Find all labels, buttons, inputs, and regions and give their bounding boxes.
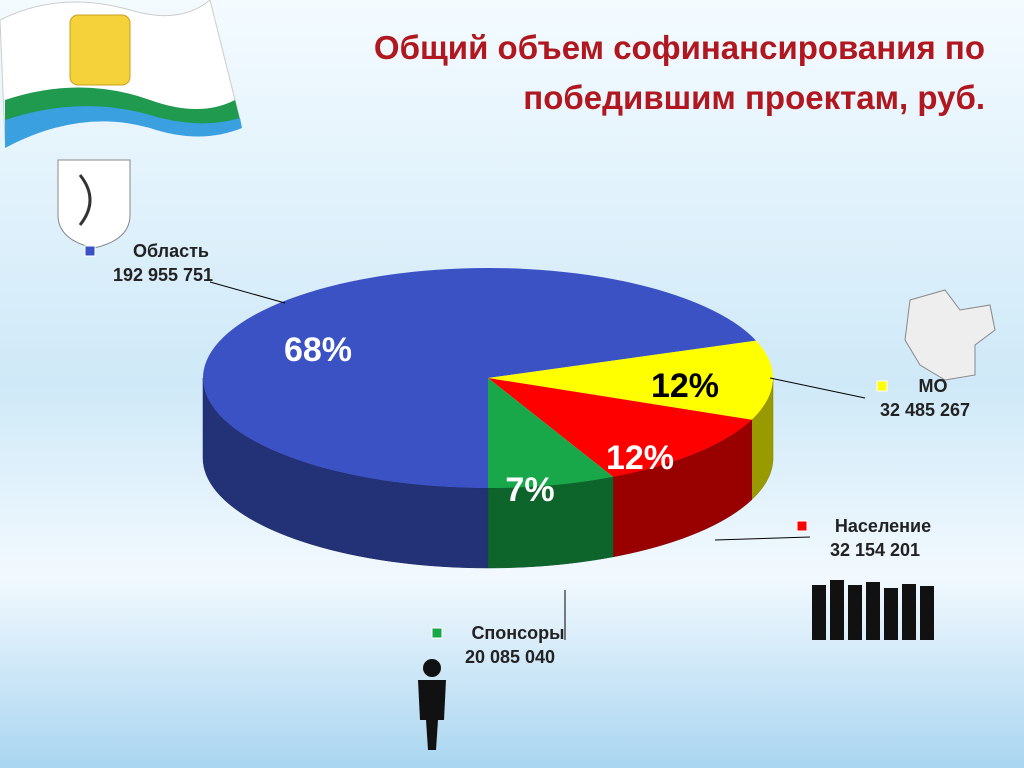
slice bbox=[202, 267, 757, 488]
region-map bbox=[904, 289, 996, 381]
category-label: МО bbox=[919, 376, 948, 396]
amount-label: 20 085 040 bbox=[465, 647, 555, 667]
leader-line bbox=[714, 536, 811, 541]
legend-swatch bbox=[876, 380, 888, 392]
slice bbox=[488, 378, 752, 477]
slice bbox=[488, 378, 614, 488]
chart-title: Общий объем софинансирования по победивши… bbox=[374, 29, 985, 116]
percent-label: 12% bbox=[606, 439, 674, 477]
leader-line bbox=[769, 377, 866, 399]
flag bbox=[0, 0, 242, 148]
amount-label: 32 485 267 bbox=[880, 400, 970, 420]
percent-label: 12% bbox=[651, 367, 719, 405]
legend-swatch bbox=[796, 520, 808, 532]
percent-label: 7% bbox=[505, 471, 554, 509]
people-silhouettes bbox=[418, 580, 934, 750]
legend-swatch bbox=[84, 245, 96, 257]
category-label: Область bbox=[133, 241, 209, 261]
legend-swatch bbox=[431, 627, 443, 639]
amount-label: 32 154 201 bbox=[830, 540, 920, 560]
slice bbox=[488, 340, 773, 420]
pie bbox=[202, 267, 774, 569]
leader-line bbox=[209, 281, 286, 304]
coat-of-arms bbox=[57, 159, 131, 249]
percent-label: 68% bbox=[284, 331, 352, 369]
category-label: Спонсоры bbox=[471, 623, 564, 643]
category-label: Население bbox=[835, 516, 931, 536]
amount-label: 192 955 751 bbox=[113, 265, 213, 285]
